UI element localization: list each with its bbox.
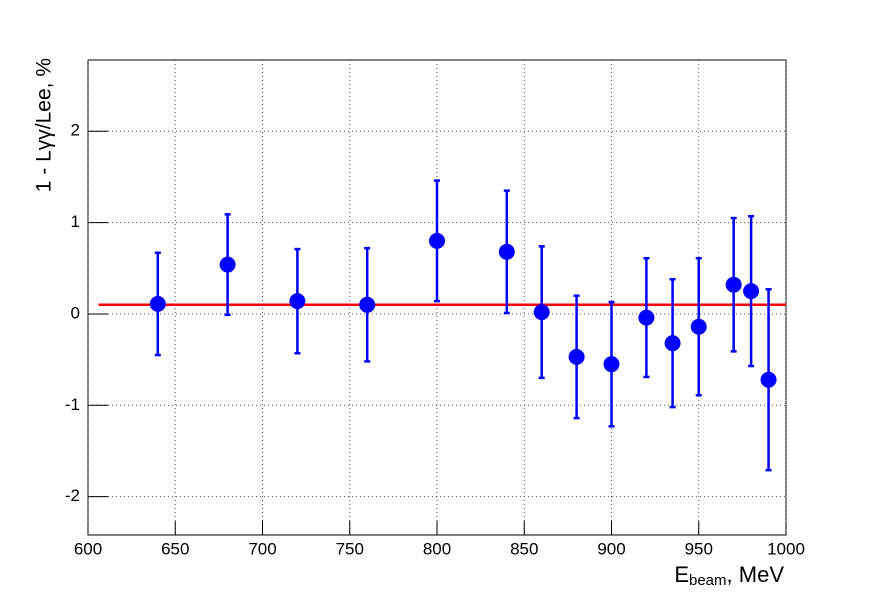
point (219, 256, 236, 273)
point (725, 276, 742, 293)
y-axis-label: 1 - Lγγ/Lee, % (33, 58, 56, 192)
x-label-suffix: , MeV (727, 562, 785, 587)
x-tick-label: 850 (510, 539, 538, 558)
x-axis-label: Ebeam, MeV (674, 562, 784, 589)
point (603, 356, 620, 373)
x-tick-label: 950 (685, 539, 713, 558)
x-tick-label: 900 (597, 539, 625, 558)
point (743, 283, 760, 300)
x-label-sub: beam (689, 572, 727, 589)
point (429, 232, 445, 249)
y-tick-label: 2 (71, 121, 80, 140)
point (359, 296, 376, 313)
point (289, 293, 306, 310)
x-tick-label: 600 (74, 539, 102, 558)
point (760, 371, 777, 388)
y-tick-label: -2 (65, 486, 80, 505)
x-tick-label: 650 (161, 539, 189, 558)
y-tick-label: -1 (65, 395, 80, 414)
x-tick-label: 800 (423, 539, 451, 558)
x-tick-label: 1000 (767, 539, 805, 558)
point (149, 295, 166, 312)
x-tick-label: 700 (248, 539, 276, 558)
point (664, 335, 681, 352)
x-label-main: E (674, 562, 689, 587)
y-tick-label: 1 (71, 212, 80, 231)
x-tick-label: 750 (336, 539, 364, 558)
point (638, 309, 655, 326)
point (533, 304, 550, 321)
point (498, 243, 515, 260)
point (568, 348, 585, 365)
y-tick-label: 0 (71, 303, 80, 322)
point (690, 318, 707, 335)
